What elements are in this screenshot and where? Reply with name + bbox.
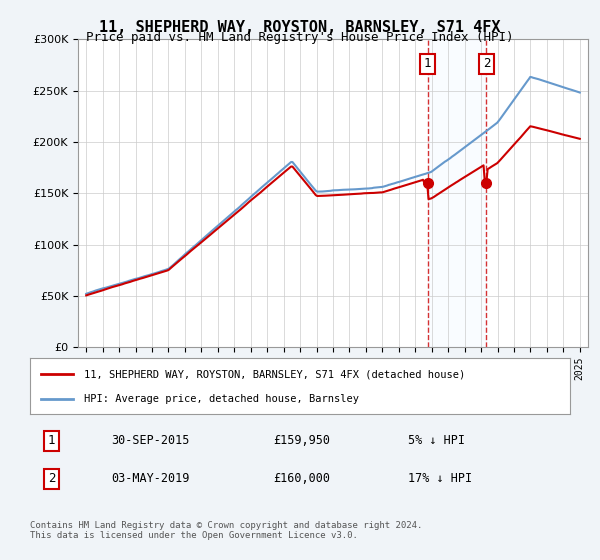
- Text: 1: 1: [48, 435, 55, 447]
- Text: 5% ↓ HPI: 5% ↓ HPI: [408, 435, 465, 447]
- Text: 1: 1: [424, 57, 431, 71]
- Text: £160,000: £160,000: [273, 472, 330, 486]
- Bar: [428, 39, 487, 347]
- Text: £159,950: £159,950: [273, 435, 330, 447]
- Text: Contains HM Land Registry data © Crown copyright and database right 2024.
This d: Contains HM Land Registry data © Crown c…: [30, 521, 422, 540]
- Text: 17% ↓ HPI: 17% ↓ HPI: [408, 472, 472, 486]
- Text: 11, SHEPHERD WAY, ROYSTON, BARNSLEY, S71 4FX: 11, SHEPHERD WAY, ROYSTON, BARNSLEY, S71…: [99, 20, 501, 35]
- Text: 2: 2: [48, 472, 55, 486]
- Text: Price paid vs. HM Land Registry's House Price Index (HPI): Price paid vs. HM Land Registry's House …: [86, 31, 514, 44]
- Text: 11, SHEPHERD WAY, ROYSTON, BARNSLEY, S71 4FX (detached house): 11, SHEPHERD WAY, ROYSTON, BARNSLEY, S71…: [84, 369, 465, 379]
- Text: HPI: Average price, detached house, Barnsley: HPI: Average price, detached house, Barn…: [84, 394, 359, 404]
- Text: 2: 2: [483, 57, 490, 71]
- Text: 03-MAY-2019: 03-MAY-2019: [111, 472, 190, 486]
- Text: 30-SEP-2015: 30-SEP-2015: [111, 435, 190, 447]
